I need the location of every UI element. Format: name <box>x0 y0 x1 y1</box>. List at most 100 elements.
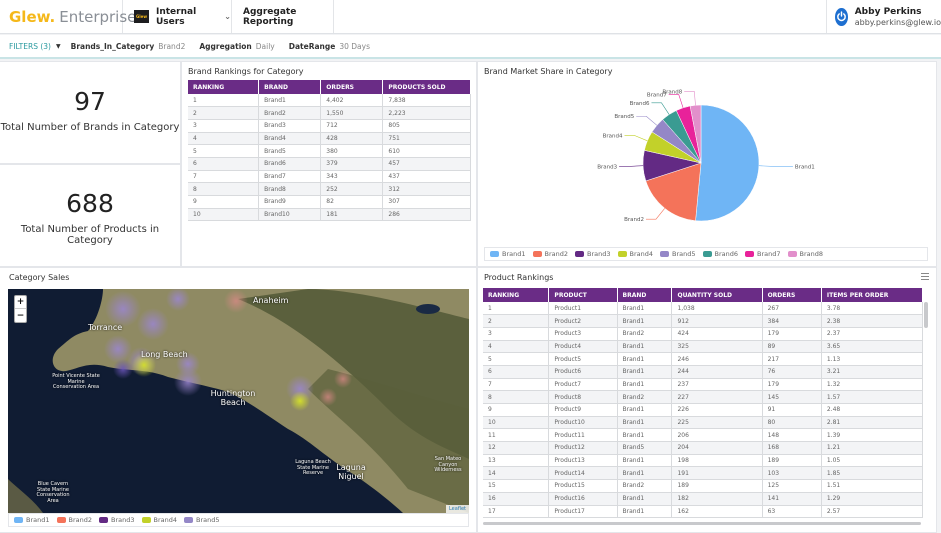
table-cell: 141 <box>762 492 822 506</box>
table-cell: 1.13 <box>821 352 924 366</box>
legend-item[interactable]: Brand4 <box>617 250 653 258</box>
table-cell: 162 <box>671 505 763 519</box>
horizontal-scrollbar[interactable] <box>483 522 921 525</box>
legend-item[interactable]: Brand3 <box>575 250 611 258</box>
table-cell: 252 <box>320 182 384 196</box>
vertical-scrollbar[interactable] <box>924 302 928 328</box>
table-cell: 145 <box>762 390 822 404</box>
pie-label-connector <box>645 208 665 220</box>
legend-item[interactable]: Brand7 <box>745 250 781 258</box>
pie-label-connector <box>619 165 644 167</box>
filter-key[interactable]: Brands_In_Category <box>70 41 155 51</box>
pie-data-label: Brand2 <box>624 217 644 223</box>
table-cell: Brand1 <box>617 454 673 468</box>
table-cell: 179 <box>762 378 822 392</box>
panel-title: Product Rankings <box>484 273 554 282</box>
table-cell: 2.81 <box>821 416 924 430</box>
legend-item[interactable]: Brand4 <box>141 516 177 524</box>
user-name: Abby Perkins <box>854 6 922 17</box>
table-cell: 1.21 <box>821 441 924 455</box>
zoom-out-button[interactable]: − <box>16 310 25 321</box>
table-cell: Product10 <box>548 416 618 430</box>
zoom-in-button[interactable]: + <box>15 297 26 309</box>
filter-value[interactable]: Brand2 <box>158 41 186 51</box>
table-cell: 2.38 <box>821 314 924 328</box>
table-cell: 191 <box>671 466 763 481</box>
column-header[interactable]: PRODUCT <box>548 288 618 302</box>
panel-title: Category Sales <box>9 273 70 282</box>
caret-down-icon[interactable]: ▼ <box>55 42 61 50</box>
table-cell: 8 <box>188 182 260 196</box>
column-header[interactable]: ORDERS <box>320 80 384 94</box>
table-cell: Brand1 <box>617 416 673 430</box>
column-header[interactable]: QUANTITY SOLD <box>671 288 763 302</box>
table-cell: 805 <box>382 119 471 133</box>
table-cell: 1.05 <box>821 454 924 468</box>
legend-label: Brand5 <box>672 250 696 258</box>
map-heat-overlay <box>104 289 352 411</box>
column-header[interactable]: RANKING <box>188 80 260 94</box>
table-cell: Product1 <box>548 302 618 316</box>
account-switcher[interactable]: Glew Internal Users ⌄ <box>123 0 232 33</box>
pie-data-label: Brand1 <box>795 164 815 170</box>
column-header[interactable]: PRODUCTS SOLD <box>382 80 471 94</box>
table-row: 14 Product14 Brand1 191 103 1.85 <box>483 466 924 481</box>
app-logo[interactable]: Glew. Enterprise <box>0 0 136 33</box>
legend-label: Brand8 <box>799 250 824 258</box>
sales-map[interactable]: Torrance Long Beach Anaheim Huntington B… <box>8 289 469 513</box>
table-cell: 14 <box>483 466 550 481</box>
panel-title: Brand Rankings for Category <box>188 67 304 76</box>
legend-item[interactable]: Brand2 <box>56 516 92 524</box>
logo-brand: Glew. <box>9 7 56 26</box>
user-menu[interactable]: Abby Perkins abby.perkins@glew.io <box>826 0 941 33</box>
table-cell: Brand1 <box>617 505 673 519</box>
table-cell: Product14 <box>548 466 618 481</box>
legend-item[interactable]: Brand8 <box>787 250 824 258</box>
pie-slice[interactable] <box>645 162 702 222</box>
hamburger-menu-icon[interactable] <box>921 273 929 282</box>
pie-label-connector <box>684 91 696 106</box>
pie-slice[interactable] <box>695 104 760 222</box>
table-cell: 2,223 <box>382 106 471 120</box>
product-rankings-panel: Product Rankings RANKING PRODUCT BRAND QUAN… <box>477 267 937 533</box>
nav-aggregate-reporting[interactable]: Aggregate Reporting <box>232 0 334 33</box>
legend-item[interactable]: Brand5 <box>184 516 220 524</box>
filters-toggle[interactable]: FILTERS (3) <box>9 41 51 51</box>
legend-item[interactable]: Brand1 <box>490 250 526 258</box>
map-label: Torrance <box>88 323 123 332</box>
pie-label-connector <box>758 165 793 167</box>
table-row: 15 Product15 Brand2 189 125 1.51 <box>483 479 924 493</box>
table-cell: 2.57 <box>821 505 924 519</box>
legend-item[interactable]: Brand1 <box>14 516 50 524</box>
legend-swatch <box>56 517 66 523</box>
filter-value[interactable]: Daily <box>255 41 275 51</box>
column-header[interactable]: ITEMS PER ORDER <box>821 288 924 302</box>
table-cell: 4 <box>188 132 260 146</box>
table-cell: 12 <box>483 441 550 455</box>
product-table-scroll[interactable]: RANKING PRODUCT BRAND QUANTITY SOLD ORDERS IT… <box>483 288 928 525</box>
column-header[interactable]: BRAND <box>258 80 322 94</box>
table-cell: 6 <box>188 157 260 171</box>
legend-item[interactable]: Brand5 <box>660 250 696 258</box>
filter-key[interactable]: DateRange <box>288 41 336 51</box>
table-cell: 267 <box>762 302 822 316</box>
legend-item[interactable]: Brand2 <box>532 250 568 258</box>
column-header[interactable]: ORDERS <box>762 288 822 302</box>
table-cell: 76 <box>762 365 822 379</box>
table-cell: Brand3 <box>258 119 322 133</box>
table-cell: 11 <box>483 428 550 443</box>
legend-item[interactable]: Brand3 <box>99 516 135 524</box>
column-header[interactable]: BRAND <box>617 288 673 302</box>
table-cell: 1.39 <box>821 428 924 443</box>
map-attribution-link[interactable]: Leaflet <box>445 505 469 513</box>
table-cell: 2 <box>483 314 550 328</box>
column-header[interactable]: RANKING <box>483 288 550 302</box>
table-cell: 9 <box>483 403 550 417</box>
table-cell: 89 <box>762 340 822 354</box>
filter-key[interactable]: Aggregation <box>199 41 252 51</box>
legend-item[interactable]: Brand6 <box>702 250 738 258</box>
table-cell: Brand2 <box>617 327 673 341</box>
legend-label: Brand3 <box>587 250 611 258</box>
table-cell: 182 <box>671 492 763 506</box>
filter-value[interactable]: 30 Days <box>339 41 370 51</box>
